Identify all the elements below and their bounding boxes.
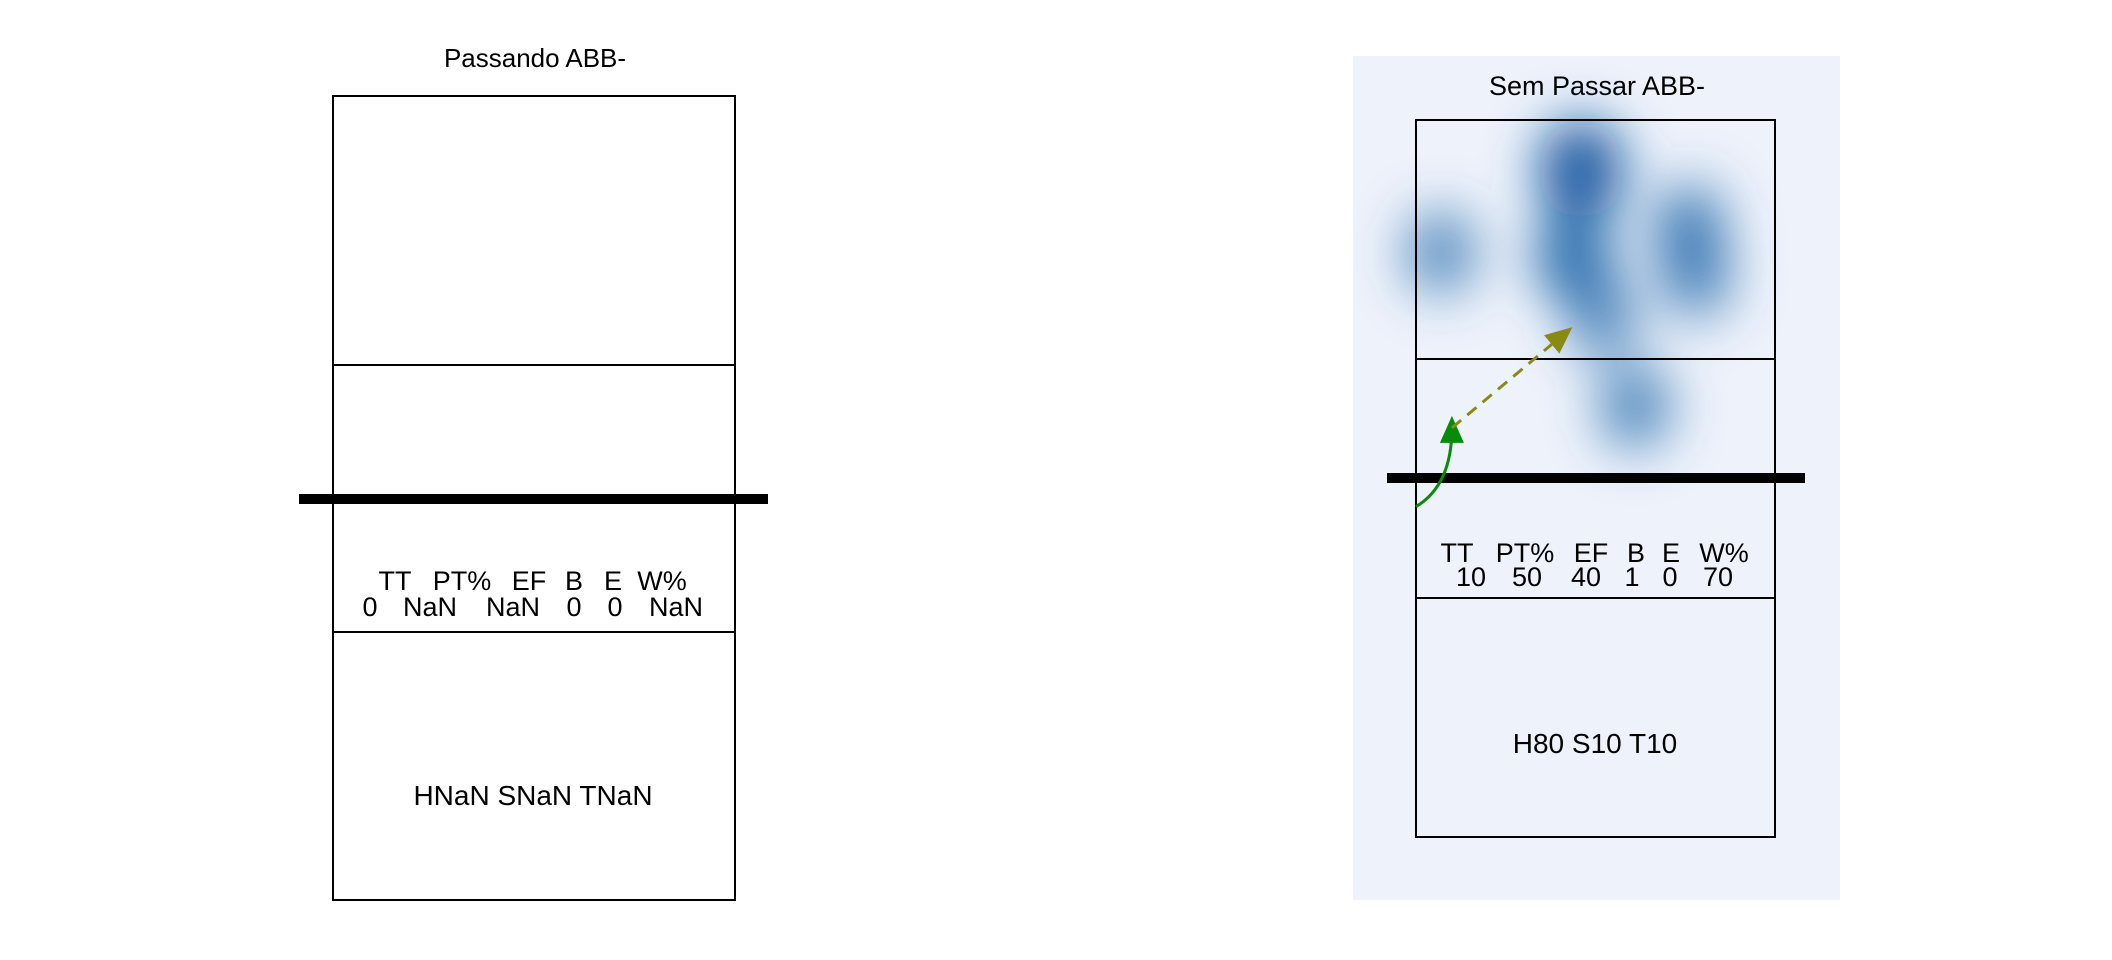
zone-summary: HNaN SNaN TNaN [413, 780, 652, 811]
stat-header: PT% [1496, 538, 1555, 568]
panel-title: Passando ABB- [444, 43, 626, 73]
stat-header: B [1627, 538, 1645, 568]
stat-value: NaN [486, 592, 540, 622]
stats-table: TT PT% EF B E W% 10 50 40 1 0 70 [1441, 538, 1749, 592]
stat-header: TT [379, 566, 412, 596]
stat-value: 50 [1512, 562, 1542, 592]
heat-blob [1660, 235, 1732, 320]
stat-value: 70 [1703, 562, 1733, 592]
stat-value: 0 [1662, 562, 1677, 592]
trajectory-layer [1415, 327, 1573, 508]
stat-header: EF [512, 566, 547, 596]
panel-title: Sem Passar ABB- [1489, 71, 1705, 101]
stats-table: TT PT% EF B E W% 0 NaN NaN 0 0 NaN [362, 566, 703, 622]
stat-value: 1 [1624, 562, 1639, 592]
panel-passando: Passando ABB- TT PT% EF B E W% 0 NaN NaN… [299, 43, 768, 901]
stat-value: 0 [566, 592, 581, 622]
panel-sem-passar: Sem Passar ABB- TT PT% EF B E W% 10 50 4… [1353, 56, 1840, 900]
heat-blob [1405, 210, 1477, 295]
stat-value: NaN [649, 592, 703, 622]
stat-header: EF [1574, 538, 1609, 568]
stat-header: W% [637, 566, 687, 596]
stat-value: 0 [362, 592, 377, 622]
stat-header: W% [1699, 538, 1749, 568]
heat-blob [1598, 363, 1671, 450]
heat-blob [1567, 274, 1639, 360]
stat-header: E [604, 566, 622, 596]
heat-layer [1405, 120, 1732, 450]
stat-header: PT% [433, 566, 492, 596]
stat-value: NaN [403, 592, 457, 622]
zone-summary: H80 S10 T10 [1513, 728, 1678, 759]
stat-value: 40 [1571, 562, 1601, 592]
set-trajectory [1415, 415, 1464, 508]
heat-blob [1539, 120, 1624, 221]
stat-value: 10 [1456, 562, 1486, 592]
attack-trajectory [1450, 327, 1573, 430]
stat-value: 0 [607, 592, 622, 622]
stat-header: TT [1441, 538, 1474, 568]
stat-header: B [565, 566, 583, 596]
stat-header: E [1662, 538, 1680, 568]
